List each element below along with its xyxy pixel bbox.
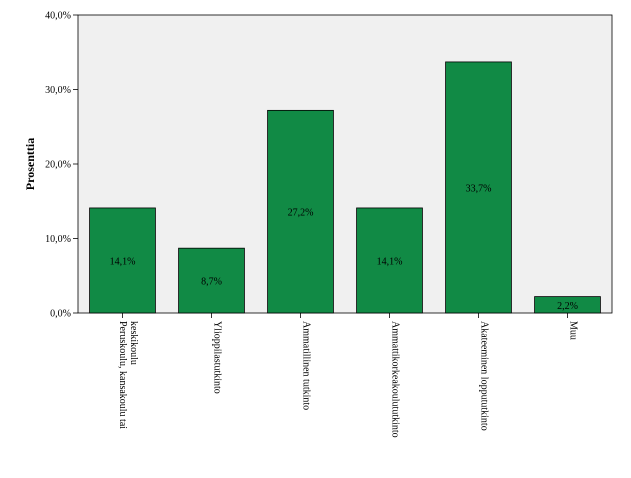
bar xyxy=(267,109,334,314)
bar-value-label: 8,7% xyxy=(201,277,222,288)
bar-value-label: 27,2% xyxy=(288,208,314,219)
y-tick-label: 40,0% xyxy=(45,11,71,22)
category-label: Peruskoulu, kansakoulu tai xyxy=(117,321,128,429)
bar-value-label: 2,2% xyxy=(557,301,578,312)
bar-value-label: 14,1% xyxy=(110,256,136,267)
bar xyxy=(89,207,156,314)
bars: 14,1% 8,7% 27,2% 14,1% 33,7% 2,2% xyxy=(89,61,601,314)
bar xyxy=(445,61,512,314)
y-tick-label: 20,0% xyxy=(45,160,71,171)
category-labels: Peruskoulu, kansakoulu tai keskikoulu Ylio… xyxy=(117,313,579,438)
y-axis: 0,0% 10,0% 20,0% 30,0% 40,0% xyxy=(45,11,78,320)
bar-value-label: 33,7% xyxy=(466,183,492,194)
bar xyxy=(356,207,423,314)
category-label: Ammattikorkeakoulututkinto xyxy=(390,321,401,438)
y-axis-title: Prosenttia xyxy=(23,138,37,190)
category-label: Ylioppilastutkinto xyxy=(212,321,223,394)
category-label: Ammatillinen tutkinto xyxy=(301,321,312,410)
y-tick-label: 10,0% xyxy=(45,234,71,245)
category-label: Muu xyxy=(568,321,579,340)
category-label: keskikoulu xyxy=(128,321,139,365)
y-tick-label: 30,0% xyxy=(45,85,71,96)
plot-area xyxy=(77,14,613,314)
y-tick-label: 0,0% xyxy=(50,309,71,320)
bar-value-label: 14,1% xyxy=(377,256,403,267)
category-label: Akateeminen loppututkinto xyxy=(479,321,490,431)
